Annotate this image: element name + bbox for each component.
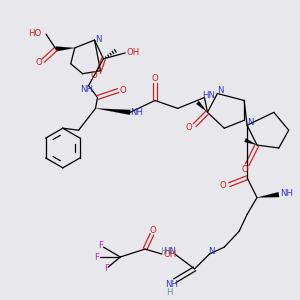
Text: O: O xyxy=(36,58,42,67)
Polygon shape xyxy=(257,192,279,198)
Polygon shape xyxy=(56,46,75,51)
Text: F: F xyxy=(94,253,99,262)
Text: F: F xyxy=(104,264,109,273)
Text: O: O xyxy=(220,181,227,190)
Text: N: N xyxy=(95,34,102,43)
Text: O: O xyxy=(185,123,192,132)
Polygon shape xyxy=(244,138,257,145)
Text: N: N xyxy=(247,118,253,127)
Polygon shape xyxy=(95,108,130,115)
Text: H: H xyxy=(160,247,166,256)
Text: O: O xyxy=(150,226,156,235)
Text: N: N xyxy=(217,86,224,95)
Text: OH: OH xyxy=(127,48,140,57)
Polygon shape xyxy=(196,101,208,112)
Text: O: O xyxy=(90,71,97,80)
Text: NH: NH xyxy=(130,108,142,117)
Text: O: O xyxy=(120,86,127,95)
Text: OH: OH xyxy=(163,250,176,259)
Text: NH: NH xyxy=(80,85,93,94)
Text: HO: HO xyxy=(28,28,41,38)
Text: H: H xyxy=(167,288,173,297)
Text: O: O xyxy=(152,74,158,83)
Text: HN: HN xyxy=(163,247,176,256)
Text: NH: NH xyxy=(165,280,178,289)
Text: HN: HN xyxy=(202,91,215,100)
Text: NH: NH xyxy=(280,189,293,198)
Text: F: F xyxy=(98,241,103,250)
Text: O: O xyxy=(242,165,248,174)
Text: N: N xyxy=(208,247,215,256)
